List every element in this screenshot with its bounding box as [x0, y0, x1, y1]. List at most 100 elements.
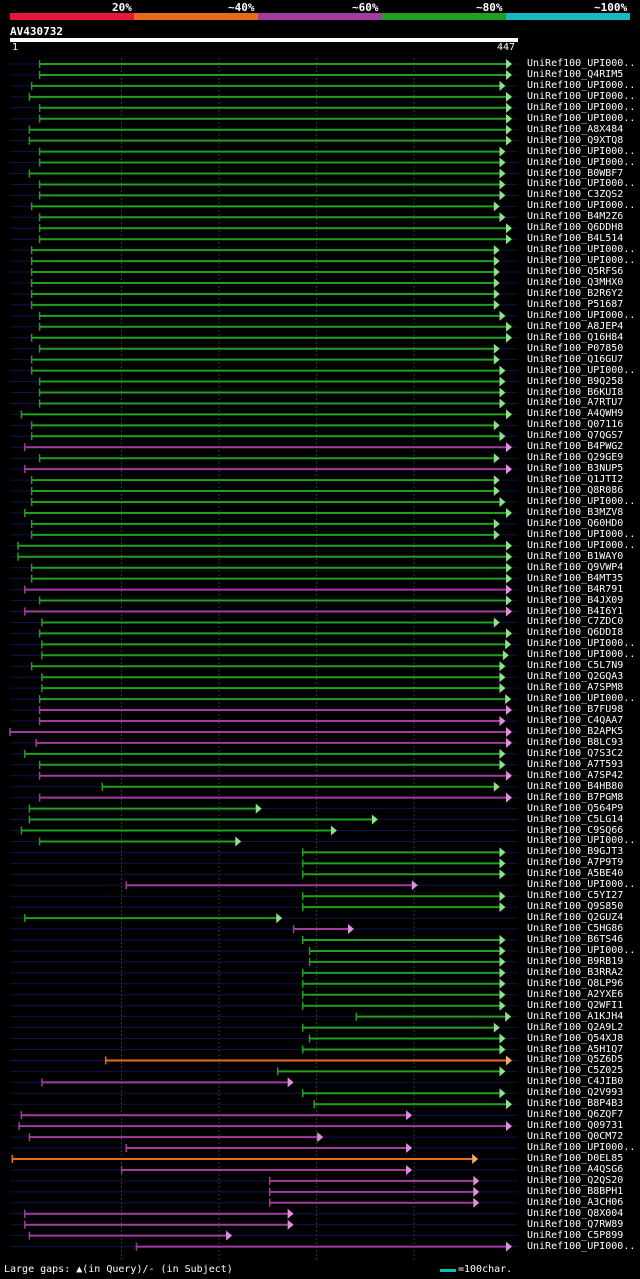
hit-label[interactable]: UniRef100_A5BE40 — [527, 868, 624, 880]
hit-label[interactable]: UniRef100_UPI000.. — [527, 112, 636, 124]
hit-label[interactable]: UniRef100_A4QWH9 — [527, 408, 624, 420]
hit-label[interactable]: UniRef100_Q3MHX0 — [527, 277, 624, 288]
hit-label[interactable]: UniRef100_B4PWG2 — [527, 441, 624, 453]
hit-label[interactable]: UniRef100_A7P9T9 — [527, 857, 624, 869]
hit-label[interactable]: UniRef100_B9GJT3 — [527, 846, 624, 858]
hit-label[interactable]: UniRef100_UPI000.. — [527, 156, 636, 168]
hit-label[interactable]: UniRef100_UPI000.. — [527, 90, 636, 102]
hit-label[interactable]: UniRef100_B1WAY0 — [527, 550, 624, 562]
hit-label[interactable]: UniRef100_A4QSG6 — [527, 1163, 624, 1175]
hit-label[interactable]: UniRef100_C5L7N9 — [527, 660, 624, 672]
hit-label[interactable]: UniRef100_Q2A9L2 — [527, 1021, 624, 1033]
hit-label[interactable]: UniRef100_Q564P9 — [527, 802, 624, 814]
hit-label[interactable]: UniRef100_Q8LP96 — [527, 977, 624, 989]
hit-label[interactable]: UniRef100_C4JIB0 — [527, 1076, 624, 1088]
hit-label[interactable]: UniRef100_Q29GE9 — [527, 452, 624, 464]
hit-label[interactable]: UniRef100_B6TS46 — [527, 934, 624, 945]
hit-label[interactable]: UniRef100_Q6DDH8 — [527, 222, 624, 234]
hit-label[interactable]: UniRef100_Q54XJ8 — [527, 1032, 624, 1044]
hit-label[interactable]: UniRef100_Q0CM72 — [527, 1131, 624, 1143]
hit-label[interactable]: UniRef100_P51687 — [527, 298, 624, 310]
hit-label[interactable]: UniRef100_UPI000.. — [527, 200, 636, 212]
hit-label[interactable]: UniRef100_Q16GU7 — [527, 353, 624, 365]
hit-label[interactable]: UniRef100_C5LG14 — [527, 813, 624, 825]
hit-label[interactable]: UniRef100_A5H1Q7 — [527, 1043, 624, 1055]
hit-label[interactable]: UniRef100_Q9XTQ8 — [527, 134, 624, 146]
hit-label[interactable]: UniRef100_Q4RIM5 — [527, 68, 624, 80]
hit-label[interactable]: UniRef100_Q7QGS7 — [527, 430, 624, 442]
hit-label[interactable]: UniRef100_UPI000.. — [527, 638, 636, 650]
hit-label[interactable]: UniRef100_B4R791 — [527, 583, 624, 595]
hit-label[interactable]: UniRef100_Q1JTI2 — [527, 474, 624, 486]
hit-label[interactable]: UniRef100_Q16H84 — [527, 331, 624, 343]
hit-label[interactable]: UniRef100_B4HB80 — [527, 780, 624, 792]
hit-label[interactable]: UniRef100_UPI000.. — [527, 693, 636, 705]
hit-label[interactable]: UniRef100_A1KJH4 — [527, 1010, 624, 1022]
hit-label[interactable]: UniRef100_Q07116 — [527, 419, 624, 431]
hit-label[interactable]: UniRef100_Q2GUZ4 — [527, 912, 624, 924]
hit-label[interactable]: UniRef100_UPI000.. — [527, 79, 636, 91]
hit-label[interactable]: UniRef100_UPI000.. — [527, 496, 636, 507]
hit-label[interactable]: UniRef100_Q9VWP4 — [527, 561, 624, 573]
hit-label[interactable]: UniRef100_Q9S850 — [527, 901, 624, 913]
hit-label[interactable]: UniRef100_UPI000.. — [527, 364, 636, 376]
hit-label[interactable]: UniRef100_A7SP42 — [527, 769, 624, 781]
hit-label[interactable]: UniRef100_UPI000.. — [527, 528, 636, 540]
hit-label[interactable]: UniRef100_Q7RW89 — [527, 1218, 624, 1230]
hit-label[interactable]: UniRef100_C5YI27 — [527, 890, 624, 902]
hit-label[interactable]: UniRef100_B4L514 — [527, 233, 624, 245]
hit-label[interactable]: UniRef100_B8BPH1 — [527, 1185, 624, 1197]
hit-label[interactable]: UniRef100_UPI000.. — [527, 1240, 636, 1252]
hit-label[interactable]: UniRef100_A8X484 — [527, 123, 624, 135]
hit-label[interactable]: UniRef100_C4QAA7 — [527, 715, 624, 726]
hit-label[interactable]: UniRef100_Q8R086 — [527, 485, 624, 497]
hit-label[interactable]: UniRef100_D0EL85 — [527, 1153, 624, 1164]
hit-label[interactable]: UniRef100_Q7S3C2 — [527, 747, 624, 759]
hit-label[interactable]: UniRef100_Q2QS20 — [527, 1174, 624, 1186]
hit-label[interactable]: UniRef100_UPI000.. — [527, 879, 636, 891]
hit-label[interactable]: UniRef100_A7T593 — [527, 758, 624, 770]
hit-label[interactable]: UniRef100_B9RB19 — [527, 955, 624, 967]
hit-label[interactable]: UniRef100_B7FU98 — [527, 704, 624, 716]
hit-label[interactable]: UniRef100_B9Q258 — [527, 375, 624, 387]
hit-label[interactable]: UniRef100_Q6ZQF7 — [527, 1109, 624, 1121]
hit-label[interactable]: UniRef100_A2YXE6 — [527, 988, 624, 1000]
hit-label[interactable]: UniRef100_UPI000.. — [527, 649, 636, 661]
hit-label[interactable]: UniRef100_UPI000.. — [527, 944, 636, 956]
hit-label[interactable]: UniRef100_Q8X004 — [527, 1207, 624, 1219]
hit-label[interactable]: UniRef100_UPI000.. — [527, 145, 636, 157]
hit-label[interactable]: UniRef100_UPI000.. — [527, 1142, 636, 1154]
hit-label[interactable]: UniRef100_B8LC93 — [527, 736, 624, 748]
hit-label[interactable]: UniRef100_Q60HD0 — [527, 517, 624, 529]
hit-label[interactable]: UniRef100_C9SQ66 — [527, 824, 624, 836]
hit-label[interactable]: UniRef100_Q5Z6D5 — [527, 1054, 624, 1066]
hit-label[interactable]: UniRef100_Q2GQA3 — [527, 671, 624, 683]
hit-label[interactable]: UniRef100_C5Z025 — [527, 1065, 624, 1077]
hit-label[interactable]: UniRef100_UPI000.. — [527, 255, 636, 267]
hit-label[interactable]: UniRef100_UPI000.. — [527, 58, 636, 69]
hit-label[interactable]: UniRef100_Q09731 — [527, 1120, 624, 1132]
hit-label[interactable]: UniRef100_B7PGM8 — [527, 791, 624, 803]
hit-label[interactable]: UniRef100_UPI000.. — [527, 539, 636, 551]
hit-label[interactable]: UniRef100_B3RRA2 — [527, 966, 624, 978]
hit-label[interactable]: UniRef100_B4MT35 — [527, 572, 624, 584]
hit-label[interactable]: UniRef100_B4JX09 — [527, 594, 624, 606]
hit-label[interactable]: UniRef100_A3CH06 — [527, 1196, 624, 1208]
hit-label[interactable]: UniRef100_B3NUP5 — [527, 463, 624, 475]
hit-label[interactable]: UniRef100_A8JEP4 — [527, 320, 624, 332]
hit-label[interactable]: UniRef100_UPI000.. — [527, 101, 636, 113]
hit-label[interactable]: UniRef100_UPI000.. — [527, 244, 636, 256]
hit-label[interactable]: UniRef100_C5HG86 — [527, 923, 624, 935]
hit-label[interactable]: UniRef100_UPI000.. — [527, 835, 636, 847]
hit-label[interactable]: UniRef100_Q2V993 — [527, 1087, 624, 1099]
hit-label[interactable]: UniRef100_Q5RFS6 — [527, 266, 624, 278]
hit-label[interactable]: UniRef100_B8P4B3 — [527, 1098, 624, 1110]
hit-label[interactable]: UniRef100_UPI000.. — [527, 309, 636, 321]
hit-label[interactable]: UniRef100_UPI000.. — [527, 178, 636, 190]
hit-label[interactable]: UniRef100_B3MZV8 — [527, 506, 624, 518]
hit-label[interactable]: UniRef100_B6KUI8 — [527, 386, 624, 398]
hit-label[interactable]: UniRef100_C5P899 — [527, 1229, 624, 1241]
hit-label[interactable]: UniRef100_A7SPM8 — [527, 682, 624, 694]
hit-label[interactable]: UniRef100_B4M2Z6 — [527, 211, 624, 223]
hit-label[interactable]: UniRef100_B0WBF7 — [527, 167, 624, 179]
